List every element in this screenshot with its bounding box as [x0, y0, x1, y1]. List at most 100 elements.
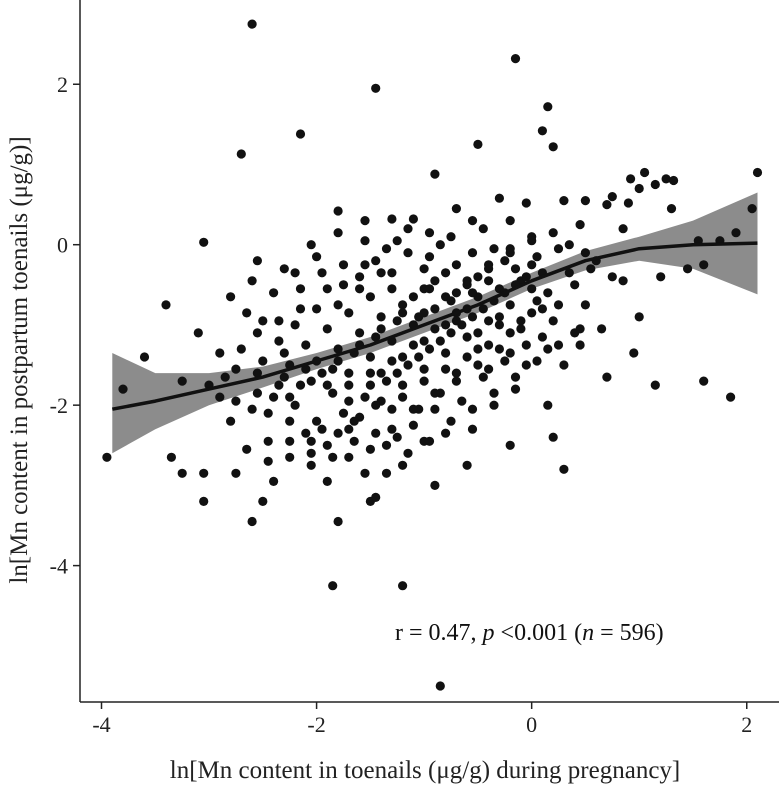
data-point: [371, 400, 381, 410]
data-point: [559, 464, 569, 474]
data-point: [478, 224, 488, 234]
data-point: [199, 468, 209, 478]
data-point: [328, 452, 338, 462]
data-point: [338, 280, 349, 290]
data-point: [381, 244, 392, 254]
data-point: [467, 288, 478, 298]
data-point: [274, 380, 284, 390]
data-point: [408, 340, 418, 350]
data-point: [403, 224, 413, 234]
data-point: [451, 376, 461, 386]
data-point: [414, 312, 424, 322]
data-point: [322, 284, 332, 294]
x-axis-title: ln[Mn content in toenails (μg/g) during …: [170, 757, 681, 784]
data-point: [537, 304, 548, 314]
data-point: [553, 244, 564, 254]
data-point: [231, 396, 241, 406]
data-point: [626, 174, 636, 184]
data-point: [467, 312, 478, 322]
data-point: [333, 344, 343, 354]
data-point: [371, 256, 381, 266]
data-point: [252, 328, 262, 338]
data-point: [252, 256, 262, 266]
data-point: [462, 276, 472, 286]
correlation-annotation: r = 0.47, p <0.001 (n = 596): [395, 620, 664, 646]
data-point: [333, 428, 343, 438]
data-point: [177, 376, 187, 386]
data-point: [376, 268, 386, 278]
data-point: [586, 264, 596, 274]
data-point: [306, 436, 316, 446]
data-point: [258, 356, 268, 366]
annotation-n: = 596): [594, 620, 664, 646]
data-point: [441, 364, 451, 374]
axes: [73, 0, 779, 709]
x-tick-label: 0: [526, 712, 537, 737]
data-point: [247, 19, 257, 29]
smooth-line-layer: [111, 241, 758, 411]
data-point: [398, 380, 408, 390]
data-point: [279, 348, 289, 358]
data-point: [451, 288, 461, 298]
data-point: [553, 300, 564, 310]
data-point: [381, 376, 392, 386]
data-point: [699, 376, 709, 386]
data-point: [484, 276, 494, 286]
data-point: [199, 496, 209, 506]
data-point: [424, 228, 435, 238]
data-point: [532, 252, 542, 262]
data-point: [338, 260, 349, 270]
data-point: [269, 288, 279, 298]
data-point: [274, 316, 284, 326]
data-point: [521, 340, 531, 350]
data-point: [467, 248, 478, 258]
data-point: [344, 308, 354, 318]
annotation-r: r = 0.47,: [395, 620, 483, 646]
data-point: [279, 372, 289, 382]
data-point: [543, 288, 553, 298]
data-point: [484, 260, 494, 270]
data-point: [392, 236, 402, 246]
data-point: [376, 368, 386, 378]
data-point: [360, 216, 370, 226]
data-point: [575, 340, 585, 350]
data-point: [607, 272, 617, 282]
data-point: [247, 516, 257, 527]
data-point: [484, 340, 494, 350]
data-point: [478, 304, 488, 314]
data-point: [419, 364, 429, 374]
data-point: [306, 376, 316, 386]
data-point: [371, 492, 381, 502]
data-point: [419, 336, 429, 346]
data-point: [220, 372, 230, 382]
data-point: [398, 308, 408, 318]
data-point: [473, 360, 483, 370]
data-point: [349, 416, 359, 426]
data-point: [242, 308, 252, 318]
data-point: [376, 324, 386, 334]
data-point: [656, 272, 666, 282]
data-point: [215, 348, 225, 358]
data-point: [430, 404, 440, 414]
data-point: [478, 372, 488, 382]
data-point: [381, 440, 392, 450]
data-point: [629, 348, 639, 358]
data-point: [510, 54, 521, 64]
data-point: [505, 440, 515, 450]
data-point: [365, 444, 375, 454]
annotation-p-symbol: p: [481, 620, 495, 646]
data-point: [398, 352, 408, 362]
data-point: [139, 352, 150, 362]
data-point: [484, 364, 494, 374]
data-point: [295, 284, 306, 294]
annotation-p: <0.001 (: [495, 620, 583, 646]
data-point: [559, 196, 569, 206]
data-point: [387, 284, 397, 294]
data-point: [285, 452, 295, 462]
data-point: [650, 179, 660, 190]
data-point: [527, 284, 537, 294]
data-point: [462, 352, 472, 362]
data-point: [365, 368, 375, 378]
data-point: [510, 264, 521, 274]
data-point: [500, 256, 510, 266]
